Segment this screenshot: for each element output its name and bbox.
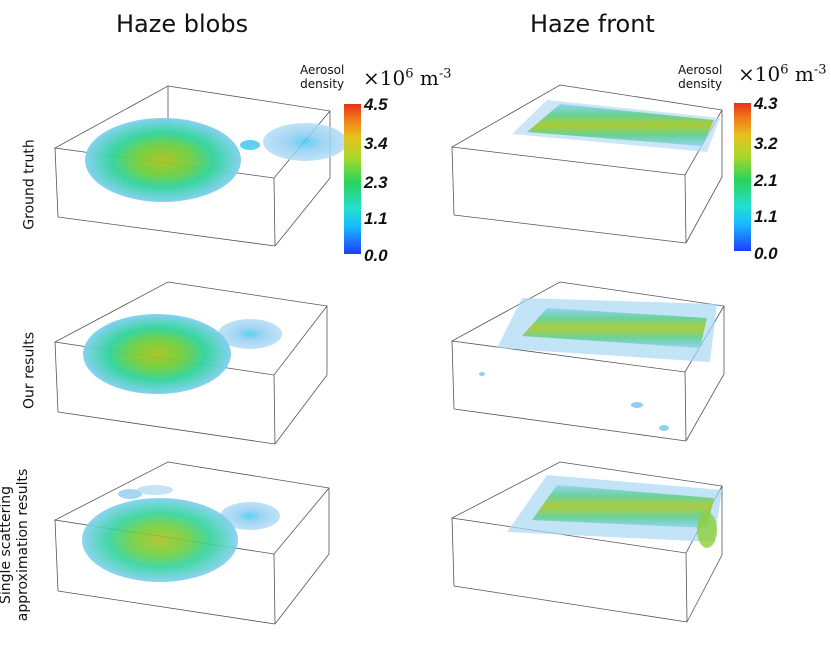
colorbar-unit-blobs: ×106 m-3 (363, 66, 452, 90)
row-label-single-scattering: Single scattering approximation results (0, 455, 32, 635)
panel-blobs-ground-truth (53, 80, 347, 254)
unit-m: m (794, 62, 814, 86)
volume-render-front-ss (450, 461, 723, 623)
colorbar-unit-front: ×106 m-3 (738, 62, 827, 86)
unit-m-exp: -3 (813, 62, 827, 78)
colorbar-label-front: Aerosol density (678, 63, 722, 91)
colorbar-tick: 3.2 (754, 134, 778, 153)
colorbar-label-line1: Aerosol (300, 63, 345, 77)
colorbar-tick: 1.1 (364, 209, 388, 228)
volume-render-blobs-gt (53, 85, 347, 247)
colorbar-label-line2: density (300, 77, 345, 91)
colorbar-tick: 1.1 (754, 207, 778, 226)
colorbar-label-line2: density (678, 77, 723, 91)
unit-base: ×10 (363, 66, 406, 90)
unit-m-exp: -3 (438, 66, 452, 82)
colorbar-tick: 4.3 (754, 94, 778, 113)
panel-blobs-single-scattering (53, 460, 335, 634)
column-title-haze-blobs: Haze blobs (116, 10, 249, 38)
volume-render-blobs-ours (53, 281, 328, 445)
colorbar-tick: 0.0 (364, 246, 388, 265)
row-label-line2: approximation results (15, 468, 31, 622)
panel-front-ground-truth (450, 80, 732, 254)
colorbar-front (734, 103, 751, 251)
panel-blobs-our-results (53, 278, 335, 452)
unit-base: ×10 (738, 62, 781, 86)
colorbar-label-blobs: Aerosol density (300, 63, 344, 91)
colorbar-tick: 2.1 (754, 171, 778, 190)
colorbar-tick: 0.0 (754, 244, 778, 263)
volume-render-blobs-ss (53, 461, 330, 625)
colorbar-label-line1: Aerosol (678, 63, 723, 77)
column-title-haze-front: Haze front (530, 10, 655, 38)
volume-render-front-ours (450, 281, 725, 442)
panel-front-single-scattering (450, 460, 732, 634)
volume-render-front-gt (450, 84, 723, 244)
colorbar-tick: 3.4 (364, 134, 388, 153)
unit-m: m (419, 66, 439, 90)
unit-exp: 6 (405, 66, 414, 82)
colorbar-blobs (344, 104, 361, 254)
colorbar-tick: 4.5 (364, 95, 388, 114)
colorbar-tick: 2.3 (364, 173, 388, 192)
row-label-ground-truth: Ground truth (21, 139, 38, 230)
row-label-our-results: Our results (21, 332, 38, 409)
row-label-line1: Single scattering (0, 485, 14, 605)
unit-exp: 6 (780, 62, 789, 78)
panel-front-our-results (450, 278, 732, 452)
